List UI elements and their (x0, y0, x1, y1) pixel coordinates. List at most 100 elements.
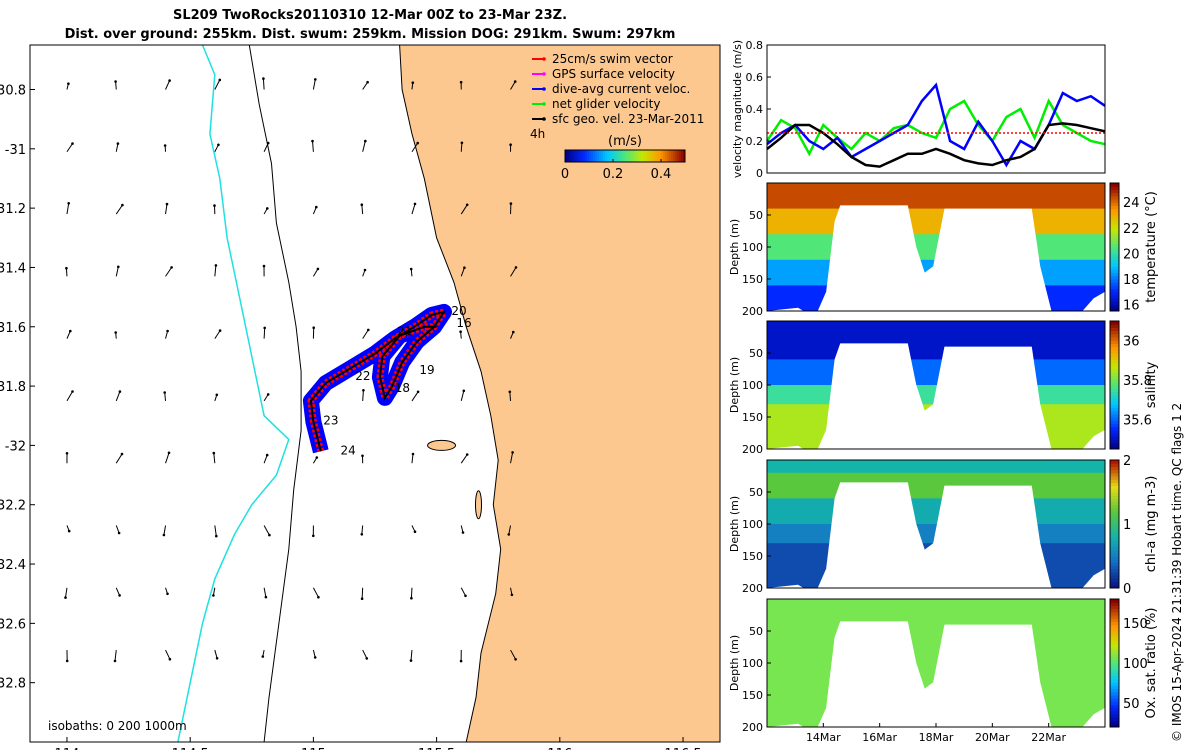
temperature-panel-colorbar-segment (1110, 215, 1119, 219)
oxygen-panel-colorbar-tick-label: 150 (1123, 617, 1148, 632)
velocity-arrow (115, 453, 123, 464)
velocity-arrow-head (409, 659, 413, 662)
colorbar-segment (571, 150, 574, 162)
temperature-panel-colorbar-segment (1110, 285, 1119, 290)
temperature-panel-colorbar-segment (1110, 231, 1119, 235)
velocity-arrow (165, 330, 169, 339)
velocity-arrow-head (113, 659, 117, 663)
temperature-panel-colorbar-segment (1110, 183, 1119, 187)
velocity-arrow-head (509, 143, 512, 146)
velocity-arrow (312, 141, 314, 152)
chla-panel-colorbar-frame (1109, 459, 1120, 589)
velocity-arrow (460, 142, 463, 152)
velocity-arrow-head (65, 266, 68, 270)
oxygen-panel-area (767, 599, 1105, 727)
velocity-arrow-head (512, 330, 515, 334)
salinity-panel-ytick-label: 50 (749, 347, 763, 360)
colorbar-segment (641, 150, 644, 162)
chla-panel-ytick-label: 100 (742, 518, 763, 531)
chla-panel-area (767, 460, 1105, 588)
velocity-arrow (312, 587, 319, 598)
velocity-arrow-head (120, 452, 124, 456)
velocity-arrow-head (213, 204, 216, 207)
chla-panel-colorbar-segment (1110, 536, 1119, 541)
temperature-panel-colorbar-segment (1110, 256, 1119, 261)
velocity-arrow (312, 268, 319, 277)
chla-panel-colorbar-segment (1110, 559, 1119, 563)
salinity-panel-colorbar-segment (1110, 343, 1119, 348)
velocity-arrow (115, 266, 119, 277)
legend-label: sfc geo. vel. 23-Mar-2011 (552, 112, 704, 126)
velocity-arrow-head (360, 533, 364, 536)
colorbar-segment (595, 150, 598, 162)
velocity-arrow (66, 330, 71, 339)
chla-panel-colorbar-segment (1110, 549, 1119, 554)
colorbar-segment (633, 150, 636, 162)
temperature-panel-colorbar-segment (1110, 205, 1119, 210)
oxygen-panel-colorbar-segment (1110, 618, 1119, 622)
colorbar-segment (643, 150, 646, 162)
oxygen-panel-colorbar-segment (1110, 707, 1119, 712)
velocity-arrow-head (416, 141, 420, 145)
temperature-panel-colorbar-segment (1110, 218, 1119, 222)
temperature-panel-colorbar-segment (1110, 240, 1119, 245)
colorbar-segment (649, 150, 652, 162)
velocity-arrow-head (316, 267, 320, 271)
chla-panel-colorbar-segment (1110, 517, 1119, 522)
colorbar-segment (653, 150, 656, 162)
velocity-arrow (362, 140, 366, 152)
temperature-panel-colorbar-frame (1109, 182, 1120, 312)
oxygen-panel-colorbar-segment (1110, 704, 1119, 709)
velocity-arrow-head (413, 202, 417, 206)
salinity-panel-ytick-label: 100 (742, 379, 763, 392)
velocity-arrow (163, 525, 167, 536)
temperature-panel-nodata (817, 205, 1052, 311)
legend-swatch-head (542, 57, 546, 61)
velocity-arrow-head (462, 389, 466, 393)
velocity-arrow (411, 453, 414, 464)
chla-panel-colorbar-segment (1110, 524, 1119, 528)
velocity-arrow (361, 587, 364, 599)
colorbar-segment (591, 150, 594, 162)
oxygen-panel-colorbar-segment (1110, 634, 1119, 638)
chla-panel-colorbar-tick-label: 2 (1123, 454, 1131, 469)
velocity-arrow-head (65, 452, 69, 455)
velocity-arrow (214, 265, 217, 277)
y-tick-label: 31.6 (0, 321, 26, 336)
salinity-panel-colorbar-segment (1110, 362, 1119, 367)
oxygen-panel-colorbar-segment (1110, 605, 1119, 610)
colorbar-segment (587, 150, 590, 162)
chla-panel-colorbar-segment (1110, 460, 1119, 464)
chla-panel-colorbar-segment (1110, 488, 1119, 493)
salinity-panel-colorbar-segment (1110, 413, 1119, 418)
chla-panel-colorbar-segment (1110, 575, 1119, 579)
salinity-panel-layer (767, 321, 1105, 360)
salinity-panel-colorbar-segment (1110, 359, 1119, 364)
y-tick-label: 32.8 (0, 677, 26, 692)
velocity-arrow-head (410, 596, 413, 600)
velocity-arrow-head (163, 391, 166, 394)
oxygen-panel-colorbar-tick-label: 50 (1123, 697, 1140, 712)
temperature-panel-colorbar-segment (1110, 250, 1119, 254)
garden-island (475, 490, 482, 520)
oxygen-panel-colorbar-label: Ox. sat. ratio (%) (1144, 608, 1159, 719)
velocity-arrow-head (167, 451, 171, 455)
legend-swatch-head (542, 72, 546, 76)
salinity-panel-colorbar-segment (1110, 426, 1119, 431)
salinity-panel-colorbar-segment (1110, 433, 1119, 437)
chla-panel-nodata (1082, 568, 1105, 588)
velocity-arrow-head (514, 658, 517, 661)
surface-velocity-arrows (64, 77, 518, 663)
colorbar-segment (579, 150, 582, 162)
velocity-arrow (508, 525, 512, 535)
y-tick-label: -31 (5, 143, 26, 158)
oxygen-panel-colorbar-segment (1110, 691, 1119, 696)
velocity-arrow (411, 391, 419, 402)
salinity-panel-ytick-label: 200 (742, 443, 763, 456)
velocity-arrow (214, 649, 218, 659)
velocity-arrow-head (168, 79, 171, 82)
oxygen-panel-colorbar-segment (1110, 663, 1119, 667)
temperature-panel-ylabel: Depth (m) (728, 219, 741, 275)
salinity-panel-colorbar-label: salinity (1144, 361, 1159, 408)
